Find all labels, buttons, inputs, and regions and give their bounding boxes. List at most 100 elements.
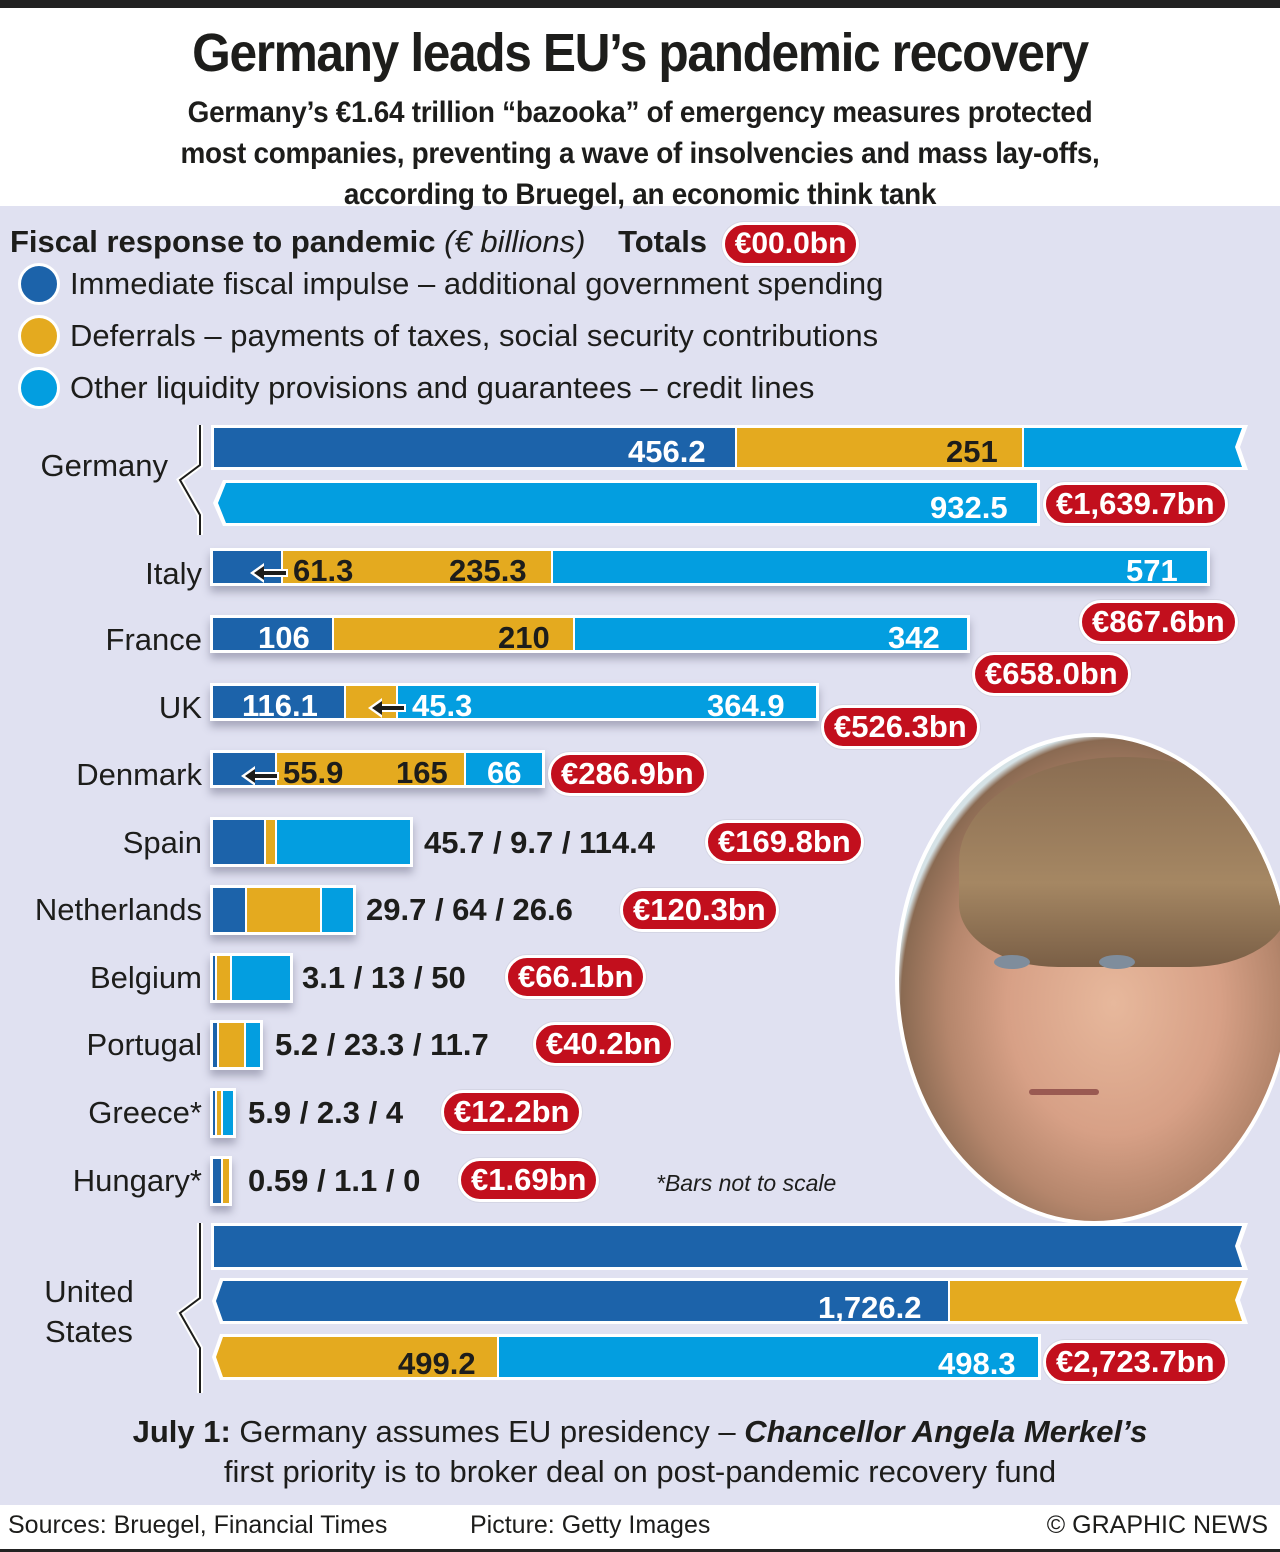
merkel-photo xyxy=(895,733,1280,1225)
totals-label: Totals xyxy=(618,224,708,260)
us-row1 xyxy=(211,1223,1248,1270)
hungary-bar xyxy=(210,1156,232,1206)
italy-bar-liquidity xyxy=(552,551,1208,583)
country-label-hungary: Hungary* xyxy=(72,1163,202,1198)
picture-credit: Picture: Getty Images xyxy=(470,1511,711,1539)
germany-row1 xyxy=(211,425,1248,470)
legend-item-deferrals: Deferrals – payments of taxes, social se… xyxy=(18,315,878,357)
country-label-italy: Italy xyxy=(145,556,202,591)
belgium-values: 3.1 / 13 / 50 xyxy=(302,960,466,995)
italy-total-badge: €867.6bn xyxy=(1079,600,1238,644)
legend-label: Immediate fiscal impulse – additional go… xyxy=(70,266,884,301)
germany-row2 xyxy=(213,480,1040,526)
us-value-deferrals: 499.2 xyxy=(398,1346,476,1381)
italy-bar-immediate xyxy=(213,551,284,583)
denmark-arrow-icon xyxy=(241,766,279,786)
top-rule xyxy=(0,0,1280,8)
uk-bar xyxy=(210,683,820,721)
us-value-liquidity: 498.3 xyxy=(938,1346,1016,1381)
country-label-germany: Germany xyxy=(40,448,168,483)
us-bars xyxy=(211,1223,1248,1380)
us-bar-liquidity xyxy=(499,1337,1038,1377)
uk-bar-immediate xyxy=(213,686,347,718)
italy-value-liquidity: 571 xyxy=(1126,553,1178,588)
sources: Sources: Bruegel, Financial Times xyxy=(8,1511,388,1539)
caption: July 1: Germany assumes EU presidency – … xyxy=(0,1412,1280,1492)
country-label-spain: Spain xyxy=(122,825,202,860)
netherlands-bar xyxy=(210,885,356,935)
subtitle-line: most companies, preventing a wave of ins… xyxy=(180,137,1100,170)
spain-bar-liquidity xyxy=(277,820,410,864)
legend-heading: Fiscal response to pandemic (€ billions)… xyxy=(10,222,860,266)
us-bar-immediate-part2 xyxy=(216,1281,948,1321)
belgium-total-badge: €66.1bn xyxy=(505,955,647,999)
uk-value-liquidity: 364.9 xyxy=(707,688,785,723)
legend-label: Other liquidity provisions and guarantee… xyxy=(70,370,815,405)
belgium-bar-deferrals xyxy=(217,956,233,1000)
copyright: © GRAPHIC NEWS xyxy=(1046,1511,1268,1539)
portugal-bar-liquidity xyxy=(246,1023,260,1067)
france-total-badge: €658.0bn xyxy=(972,652,1131,696)
country-label-greece: Greece* xyxy=(88,1095,202,1130)
country-label-netherlands: Netherlands xyxy=(34,892,202,927)
hungary-bar-deferrals xyxy=(223,1159,229,1203)
spain-bar-immediate xyxy=(213,820,266,864)
legend-title: Fiscal response to pandemic xyxy=(10,224,436,260)
belgium-bar-immediate xyxy=(213,956,217,1000)
not-to-scale-note: *Bars not to scale xyxy=(656,1170,837,1196)
italy-value-immediate: 61.3 xyxy=(293,553,354,588)
us-bracket xyxy=(176,1223,203,1393)
caption-date: July 1: xyxy=(132,1414,231,1449)
greece-bar-deferrals xyxy=(217,1091,223,1135)
germany-bar-liquidity-part1 xyxy=(1024,428,1242,467)
country-label-denmark: Denmark xyxy=(76,757,202,792)
germany-bar-immediate xyxy=(214,428,735,467)
subtitle-line: Germany’s €1.64 trillion “bazooka” of em… xyxy=(187,96,1093,129)
us-bar-deferrals-part2 xyxy=(216,1337,497,1377)
netherlands-bar-immediate xyxy=(213,888,248,932)
country-label-us-line1: United xyxy=(44,1274,134,1309)
uk-bar-deferrals xyxy=(346,686,398,718)
germany-bracket xyxy=(176,425,203,535)
greece-bar xyxy=(210,1088,236,1138)
portugal-bar xyxy=(210,1020,263,1070)
greece-bar-liquidity xyxy=(223,1091,233,1135)
uk-value-immediate: 116.1 xyxy=(242,688,318,723)
italy-bar-deferrals xyxy=(283,551,553,583)
legend-label: Deferrals – payments of taxes, social se… xyxy=(70,318,879,353)
spain-bar xyxy=(210,817,413,867)
portugal-values: 5.2 / 23.3 / 11.7 xyxy=(275,1027,489,1062)
germany-bar-deferrals xyxy=(737,428,1022,467)
germany-bars xyxy=(211,425,1248,526)
denmark-value-liquidity: 66 xyxy=(487,755,522,790)
greece-values: 5.9 / 2.3 / 4 xyxy=(248,1095,404,1130)
germany-value-immediate: 456.2 xyxy=(628,434,706,469)
italy-bar xyxy=(210,548,1211,586)
france-bar-liquidity xyxy=(575,618,968,650)
denmark-value-deferrals: 165 xyxy=(396,755,448,790)
us-total-badge: €2,723.7bn xyxy=(1043,1340,1228,1384)
denmark-value-immediate: 55.9 xyxy=(283,755,344,790)
italy-arrow-icon xyxy=(250,563,288,583)
page-title: Germany leads EU’s pandemic recovery xyxy=(192,23,1089,83)
country-label-belgium: Belgium xyxy=(90,960,202,995)
country-label-us-line2: States xyxy=(45,1314,133,1349)
uk-bar-liquidity xyxy=(397,686,817,718)
netherlands-total-badge: €120.3bn xyxy=(620,888,779,932)
uk-value-deferrals: 45.3 xyxy=(412,688,473,723)
uk-arrow-icon xyxy=(368,698,406,718)
hungary-values: 0.59 / 1.1 / 0 xyxy=(248,1163,421,1198)
portugal-total-badge: €40.2bn xyxy=(533,1022,675,1066)
country-label-france: France xyxy=(105,622,202,657)
us-value-immediate: 1,726.2 xyxy=(818,1290,922,1325)
photo-hair xyxy=(959,757,1280,967)
netherlands-values: 29.7 / 64 / 26.6 xyxy=(366,892,573,927)
photo-eye xyxy=(994,955,1030,969)
germany-total-badge: €1,639.7bn xyxy=(1043,482,1228,526)
portugal-bar-immediate xyxy=(213,1023,220,1067)
us-bar-deferrals-part1 xyxy=(950,1281,1242,1321)
germany-value-deferrals: 251 xyxy=(946,434,998,469)
denmark-bar-deferrals xyxy=(277,753,467,785)
caption-emphasis: Chancellor Angela Merkel’s xyxy=(744,1414,1148,1449)
portugal-bar-deferrals xyxy=(219,1023,247,1067)
